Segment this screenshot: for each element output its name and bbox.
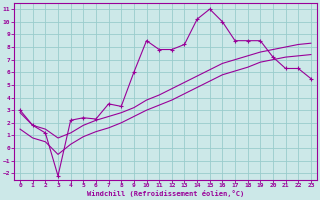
X-axis label: Windchill (Refroidissement éolien,°C): Windchill (Refroidissement éolien,°C) [87, 190, 244, 197]
